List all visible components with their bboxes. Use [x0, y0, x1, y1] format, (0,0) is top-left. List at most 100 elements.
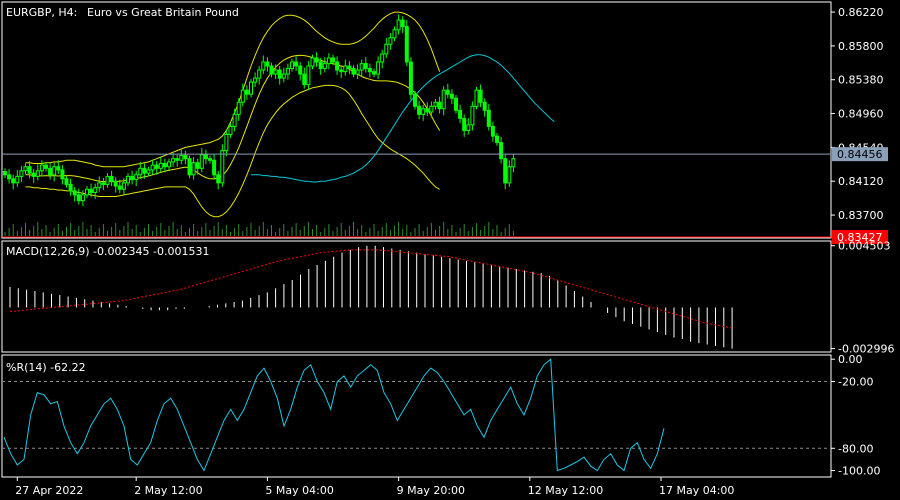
candle-body [400, 19, 405, 28]
candle-body [187, 158, 192, 176]
candle [3, 168, 7, 178]
candle [433, 99, 438, 110]
candle [388, 33, 393, 50]
candle [253, 72, 258, 87]
candle-body [146, 169, 151, 174]
candle [150, 159, 155, 175]
candle-body [232, 113, 237, 127]
candle [72, 186, 77, 202]
price-tick-label: 0.86220 [838, 6, 884, 19]
candle [187, 155, 192, 178]
price-panel: 0.862200.858000.853800.849600.845400.841… [1, 1, 888, 245]
candle [363, 57, 368, 73]
candle-body [105, 175, 110, 185]
candle [19, 165, 24, 183]
candle [376, 56, 381, 79]
candle [396, 14, 401, 35]
candle-body [474, 89, 479, 107]
candle-body [343, 65, 348, 73]
candle-body [162, 163, 167, 168]
candle-body [56, 166, 61, 171]
candle [417, 100, 422, 120]
candle-body [417, 105, 422, 115]
candle-body [269, 65, 274, 75]
candle-body [285, 67, 290, 75]
candle-body [503, 158, 508, 184]
candle-body [351, 67, 356, 75]
candle-body [322, 63, 327, 69]
candle-body [413, 93, 417, 107]
macd-panel: 0.004503 -0.002996 MACD(12,26,9) -0.00234… [1, 240, 894, 356]
moving-average-line [251, 54, 555, 183]
candle [80, 190, 85, 207]
candle-body [449, 93, 454, 99]
candle [212, 154, 217, 180]
candle [306, 61, 311, 91]
bollinger-lower-line [25, 84, 440, 218]
candle [249, 78, 253, 98]
candle-body [277, 69, 282, 79]
candle [458, 104, 463, 124]
candle-body [199, 154, 204, 169]
candle-body [85, 188, 89, 196]
candle-body [380, 53, 385, 63]
candle [261, 55, 266, 75]
candle [503, 154, 508, 190]
candle-body [302, 73, 307, 86]
candle-body [454, 97, 458, 111]
candle [109, 170, 114, 187]
candle [355, 64, 360, 79]
candle [490, 121, 495, 142]
candle-body [421, 108, 426, 115]
candle-body [138, 167, 143, 176]
candle [23, 163, 28, 174]
wpr-panel: 0.00 -20.00 -80.00 -100.00 %R(14) -62.22 [1, 353, 880, 478]
symbol-label: EURGBP, H4: [6, 6, 77, 19]
bollinger-upper-line [25, 11, 441, 168]
candle-body [253, 77, 258, 83]
candle-body [158, 163, 163, 169]
candle [429, 101, 434, 118]
candle-body [44, 164, 48, 169]
time-tick-label: 5 May 04:00 [265, 484, 333, 497]
candle-body [462, 117, 467, 131]
candle [507, 160, 512, 187]
candle [425, 102, 430, 116]
candle-body [392, 29, 397, 39]
candle-body [335, 61, 340, 71]
macd-signal-line [9, 249, 733, 329]
bid-price-label: 0.84456 [837, 148, 883, 161]
macd-tick-label: 0.004503 [838, 240, 891, 253]
candle [511, 153, 516, 173]
candle-body [249, 81, 253, 95]
candle-body [212, 159, 217, 176]
candle-body [499, 142, 504, 160]
candle [462, 114, 467, 137]
price-tick-label: 0.84120 [838, 175, 884, 188]
candle [171, 153, 176, 167]
candle [478, 84, 483, 108]
candle-body [306, 65, 311, 86]
candle [449, 89, 454, 104]
candle-body [257, 69, 262, 79]
candle [437, 96, 442, 114]
candle-body [404, 26, 409, 63]
candle [228, 123, 233, 138]
candle-body [23, 166, 28, 172]
candle [269, 62, 274, 78]
time-axis: 27 Apr 2022 2 May 12:00 5 May 04:00 9 May 2… [15, 477, 734, 497]
candle [421, 104, 426, 121]
candle-body [347, 65, 352, 69]
candle [97, 176, 102, 192]
wpr-frame [1, 354, 832, 478]
candle [146, 166, 151, 177]
candle [372, 68, 376, 78]
candle [413, 91, 417, 110]
candle-body [290, 61, 294, 69]
candle-body [331, 57, 335, 63]
candle [216, 170, 221, 190]
candle-body [281, 73, 286, 79]
candle [294, 56, 299, 71]
candle-body [154, 164, 159, 169]
macd-frame [1, 240, 832, 353]
